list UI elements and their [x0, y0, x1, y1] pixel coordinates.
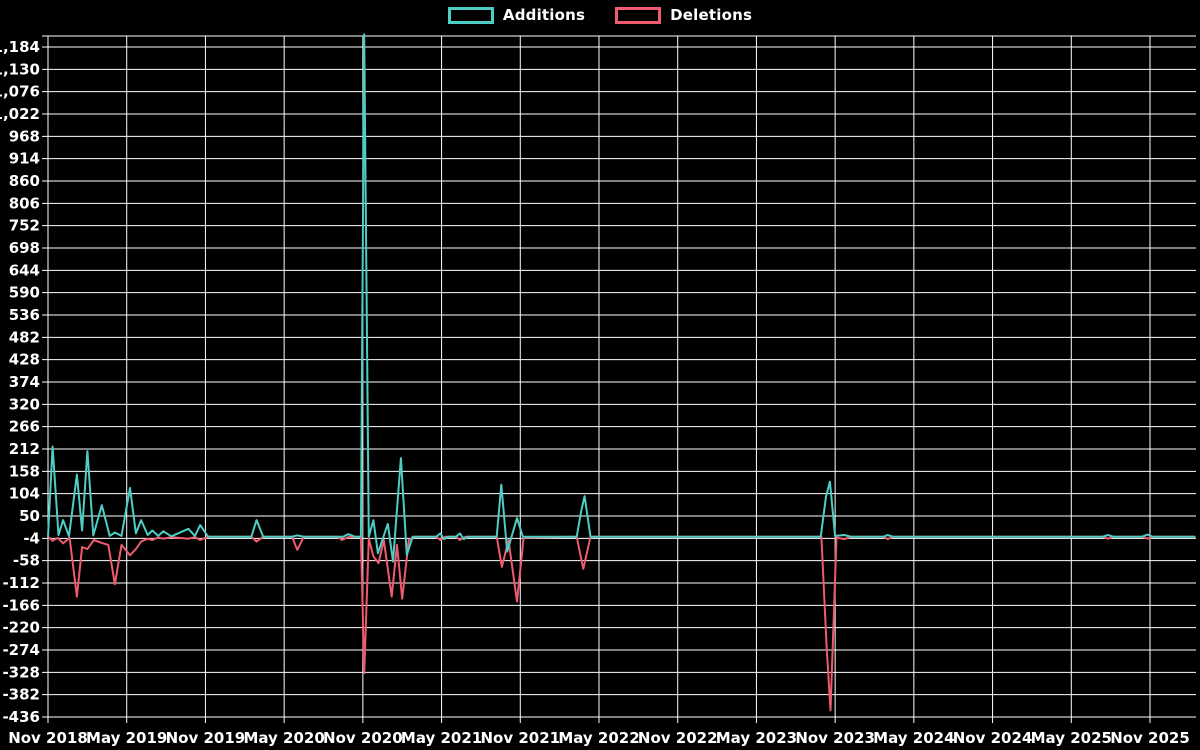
svg-text:Nov 2021: Nov 2021: [480, 729, 560, 747]
deletions-swatch: [615, 6, 662, 24]
legend-item-additions[interactable]: Additions: [447, 6, 586, 24]
svg-text:698: 698: [9, 239, 40, 257]
svg-text:1,022: 1,022: [0, 105, 40, 123]
svg-text:428: 428: [9, 351, 40, 369]
svg-text:May 2025: May 2025: [1031, 729, 1112, 747]
svg-text:-382: -382: [2, 686, 40, 704]
svg-text:860: 860: [9, 172, 40, 190]
svg-text:806: 806: [9, 194, 40, 212]
svg-text:752: 752: [9, 217, 40, 235]
svg-text:1,130: 1,130: [0, 60, 40, 78]
svg-text:320: 320: [9, 395, 40, 413]
svg-text:536: 536: [9, 306, 40, 324]
svg-text:May 2021: May 2021: [401, 729, 482, 747]
svg-text:May 2022: May 2022: [558, 729, 639, 747]
svg-text:374: 374: [9, 373, 40, 391]
svg-text:914: 914: [9, 150, 40, 168]
svg-text:-220: -220: [2, 619, 40, 637]
svg-text:Nov 2019: Nov 2019: [166, 729, 246, 747]
svg-text:-436: -436: [2, 708, 40, 726]
svg-text:May 2023: May 2023: [716, 729, 797, 747]
svg-text:-166: -166: [2, 596, 40, 614]
svg-text:-274: -274: [2, 641, 40, 659]
svg-text:May 2019: May 2019: [86, 729, 167, 747]
additions-legend-label: Additions: [502, 6, 586, 24]
svg-text:-58: -58: [13, 552, 40, 570]
svg-text:Nov 2023: Nov 2023: [795, 729, 875, 747]
svg-text:Nov 2025: Nov 2025: [1110, 729, 1190, 747]
svg-text:May 2020: May 2020: [243, 729, 324, 747]
svg-text:590: 590: [9, 284, 40, 302]
svg-text:Nov 2022: Nov 2022: [638, 729, 718, 747]
svg-text:212: 212: [9, 440, 40, 458]
svg-text:644: 644: [9, 261, 40, 279]
svg-text:1,184: 1,184: [0, 38, 40, 56]
svg-text:Nov 2020: Nov 2020: [323, 729, 403, 747]
svg-text:104: 104: [9, 485, 40, 503]
svg-text:-4: -4: [23, 529, 40, 547]
additions-swatch: [447, 6, 494, 24]
svg-text:-112: -112: [2, 574, 40, 592]
svg-text:158: 158: [9, 462, 40, 480]
svg-text:1,076: 1,076: [0, 83, 40, 101]
svg-text:482: 482: [9, 328, 40, 346]
svg-text:-328: -328: [2, 663, 40, 681]
svg-text:May 2024: May 2024: [873, 729, 954, 747]
deletions-legend-label: Deletions: [670, 6, 753, 24]
svg-text:968: 968: [9, 127, 40, 145]
svg-text:Nov 2024: Nov 2024: [953, 729, 1033, 747]
svg-text:266: 266: [9, 418, 40, 436]
svg-text:Nov 2018: Nov 2018: [8, 729, 88, 747]
legend-item-deletions[interactable]: Deletions: [615, 6, 752, 24]
svg-text:50: 50: [19, 507, 40, 525]
chart-legend: Additions Deletions: [0, 6, 1200, 24]
